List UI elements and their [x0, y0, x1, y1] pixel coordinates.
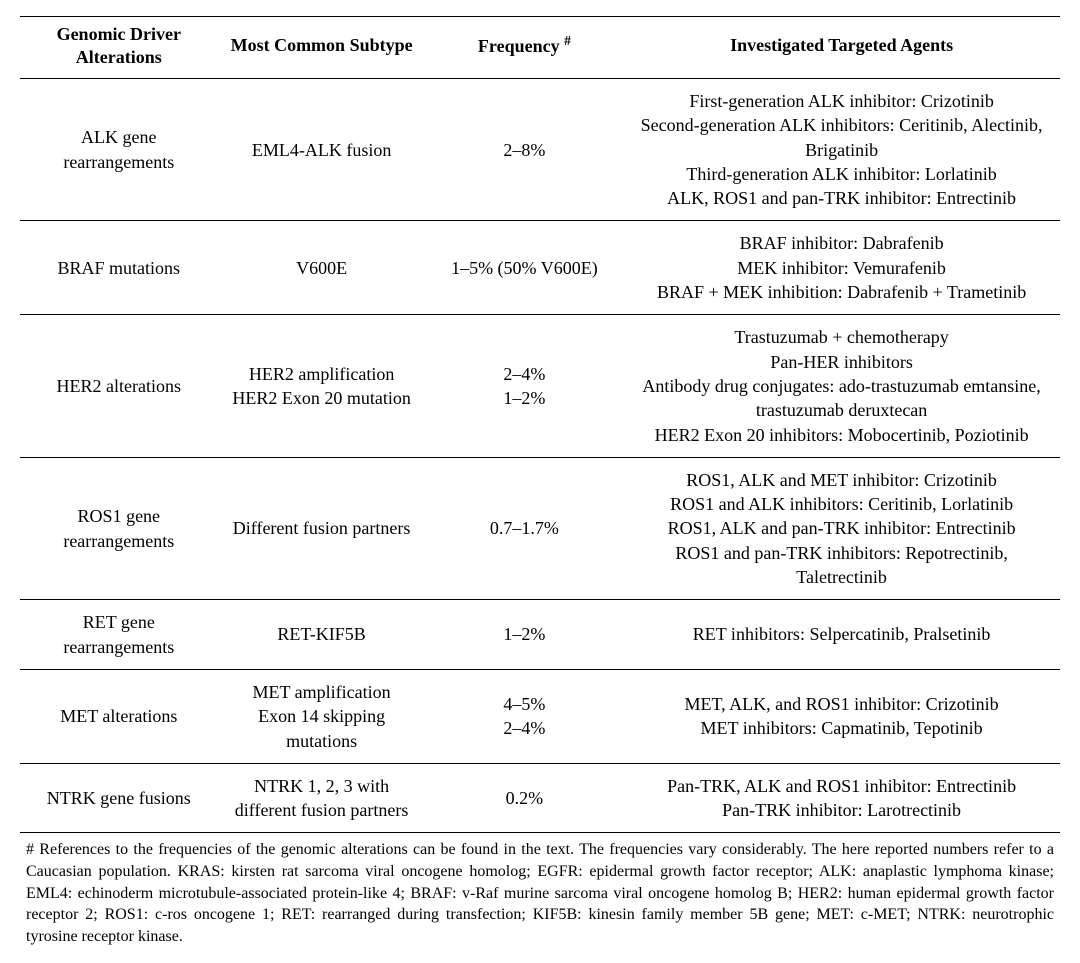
table-body: ALK gene rearrangementsEML4-ALK fusion2–…: [20, 79, 1060, 833]
table-header-row: Genomic Driver Alterations Most Common S…: [20, 17, 1060, 79]
cell-agents: Trastuzumab + chemotherapyPan-HER inhibi…: [623, 315, 1060, 457]
cell-frequency: 0.2%: [426, 763, 624, 833]
cell-frequency: 0.7–1.7%: [426, 457, 624, 599]
cell-frequency: 2–4%1–2%: [426, 315, 624, 457]
cell-alteration: NTRK gene fusions: [20, 763, 218, 833]
table-row: ALK gene rearrangementsEML4-ALK fusion2–…: [20, 79, 1060, 221]
cell-subtype: EML4-ALK fusion: [218, 79, 426, 221]
table-row: NTRK gene fusionsNTRK 1, 2, 3 with diffe…: [20, 763, 1060, 833]
cell-subtype: V600E: [218, 221, 426, 315]
header-frequency: Frequency #: [426, 17, 624, 79]
header-alterations: Genomic Driver Alterations: [20, 17, 218, 79]
table-row: RET gene rearrangementsRET-KIF5B1–2%RET …: [20, 600, 1060, 670]
cell-subtype: HER2 amplificationHER2 Exon 20 mutation: [218, 315, 426, 457]
cell-agents: MET, ALK, and ROS1 inhibitor: Crizotinib…: [623, 669, 1060, 763]
table-footnote: # References to the frequencies of the g…: [20, 833, 1060, 947]
table-row: HER2 alterationsHER2 amplificationHER2 E…: [20, 315, 1060, 457]
cell-agents: BRAF inhibitor: DabrafenibMEK inhibitor:…: [623, 221, 1060, 315]
cell-agents: RET inhibitors: Selpercatinib, Pralsetin…: [623, 600, 1060, 670]
cell-subtype: Different fusion partners: [218, 457, 426, 599]
genomic-alterations-table: Genomic Driver Alterations Most Common S…: [20, 16, 1060, 833]
cell-agents: First-generation ALK inhibitor: Crizotin…: [623, 79, 1060, 221]
cell-agents: ROS1, ALK and MET inhibitor: CrizotinibR…: [623, 457, 1060, 599]
cell-alteration: RET gene rearrangements: [20, 600, 218, 670]
cell-subtype: RET-KIF5B: [218, 600, 426, 670]
cell-frequency: 2–8%: [426, 79, 624, 221]
cell-alteration: ROS1 gene rearrangements: [20, 457, 218, 599]
cell-subtype: NTRK 1, 2, 3 with different fusion partn…: [218, 763, 426, 833]
cell-frequency: 1–5% (50% V600E): [426, 221, 624, 315]
cell-subtype: MET amplificationExon 14 skipping mutati…: [218, 669, 426, 763]
cell-frequency: 4–5%2–4%: [426, 669, 624, 763]
table-row: ROS1 gene rearrangementsDifferent fusion…: [20, 457, 1060, 599]
header-agents: Investigated Targeted Agents: [623, 17, 1060, 79]
table-row: BRAF mutationsV600E1–5% (50% V600E)BRAF …: [20, 221, 1060, 315]
cell-frequency: 1–2%: [426, 600, 624, 670]
header-subtype: Most Common Subtype: [218, 17, 426, 79]
cell-agents: Pan-TRK, ALK and ROS1 inhibitor: Entrect…: [623, 763, 1060, 833]
cell-alteration: MET alterations: [20, 669, 218, 763]
cell-alteration: ALK gene rearrangements: [20, 79, 218, 221]
cell-alteration: BRAF mutations: [20, 221, 218, 315]
cell-alteration: HER2 alterations: [20, 315, 218, 457]
table-row: MET alterationsMET amplificationExon 14 …: [20, 669, 1060, 763]
